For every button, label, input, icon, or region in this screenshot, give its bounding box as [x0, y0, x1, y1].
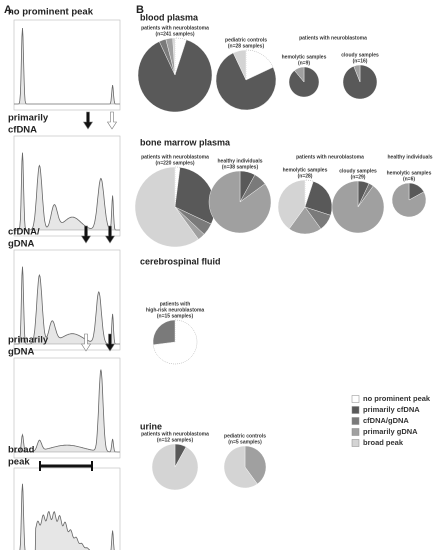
- arrow: [104, 225, 116, 244]
- pie-label: (n=38 samples): [222, 164, 259, 170]
- pie-label: patients with neuroblastoma: [141, 25, 209, 31]
- trace-label: no prominent peak: [8, 7, 94, 18]
- trace-fill: [14, 266, 120, 344]
- pie-slice: [353, 64, 361, 83]
- pie-slice: [288, 66, 320, 98]
- legend-swatch: [351, 417, 360, 425]
- arrow: [80, 225, 92, 244]
- trace-line: [14, 27, 120, 105]
- group-label: patients with neuroblastoma: [299, 35, 367, 41]
- pie-slice: [151, 443, 199, 491]
- pie-slice: [391, 182, 427, 218]
- pie-slice: [223, 445, 258, 489]
- arrow: [80, 333, 92, 352]
- pie-slice: [208, 170, 272, 234]
- pie-label: hemolytic samples: [282, 54, 327, 60]
- pie-slice: [304, 181, 333, 216]
- pie-slice: [152, 319, 176, 345]
- group-label: patients with neuroblastoma: [296, 154, 364, 160]
- section-title: urine: [140, 421, 162, 431]
- trace-frame: [13, 357, 121, 459]
- trace-label: peak: [8, 457, 30, 468]
- pie-label: hemolytic samples: [387, 170, 432, 176]
- pie-label: (n=220 samples): [155, 160, 194, 166]
- trace-line: [14, 266, 120, 345]
- pie-slice: [294, 66, 305, 83]
- pie-label: high-risk neuroblastoma: [146, 307, 205, 313]
- trace-fill: [14, 152, 120, 230]
- legend-label: cfDNA/gDNA: [363, 416, 409, 425]
- trace-label: primarily: [8, 335, 49, 346]
- pie-label: pediatric controls: [225, 37, 267, 43]
- pie-label: (n=28 samples): [228, 43, 265, 49]
- trace-label: cfDNA: [8, 125, 37, 136]
- pie-label: pediatric controls: [224, 433, 266, 439]
- section-title: cerebrospinal fluid: [140, 256, 221, 266]
- trace-label: gDNA: [8, 347, 35, 358]
- trace-line: [14, 369, 120, 453]
- trace-label: broad: [8, 445, 35, 456]
- pie-slice: [232, 49, 247, 81]
- pie-label: hemolytic samples: [283, 167, 328, 173]
- pie-label: cloudy samples: [341, 52, 379, 58]
- pie-slice: [331, 180, 385, 234]
- pie-slice: [137, 39, 213, 113]
- arrow: [104, 333, 116, 352]
- pie-slice: [215, 52, 277, 111]
- pie-label: patients with: [160, 301, 191, 307]
- pie-slice: [277, 179, 306, 230]
- trace-frame: [13, 19, 121, 111]
- group-label: healthy individuals: [387, 154, 432, 160]
- pie-slice: [174, 167, 216, 225]
- pie-label: (n=15 samples): [157, 313, 194, 319]
- legend-label: broad peak: [363, 438, 404, 447]
- pie-label: (n=9): [298, 60, 310, 66]
- pie-slice: [244, 445, 267, 485]
- legend-label: primarily gDNA: [363, 427, 418, 436]
- section-title: blood plasma: [140, 12, 199, 22]
- trace-fill: [14, 369, 120, 452]
- pie-label: patients with neuroblastoma: [141, 431, 209, 437]
- panel-label: B: [136, 4, 144, 16]
- pie-label: (n=16): [353, 58, 368, 64]
- pie-slice: [134, 166, 199, 248]
- pie-label: (n=241 samples): [155, 31, 194, 37]
- pie-slice: [172, 37, 176, 76]
- pie-label: cloudy samples: [339, 168, 377, 174]
- legend-swatch: [351, 406, 360, 414]
- section-title: bone marrow plasma: [140, 137, 231, 147]
- trace-label: cfDNA/: [8, 227, 40, 238]
- trace-fill: [14, 28, 120, 104]
- trace-label: gDNA: [8, 239, 35, 250]
- pie-label: patients with neuroblastoma: [141, 154, 209, 160]
- trace-line: [19, 483, 115, 550]
- legend-swatch: [351, 428, 360, 436]
- pie-label: healthy individuals: [217, 158, 262, 164]
- panel-label: A: [4, 4, 12, 16]
- trace-line: [14, 152, 120, 231]
- pie-label: (n=29): [351, 174, 366, 180]
- legend-swatch: [351, 395, 360, 403]
- trace-frame: [13, 249, 121, 351]
- trace-frame: [13, 135, 121, 237]
- trace-frame: [13, 467, 121, 550]
- arrow: [106, 111, 118, 130]
- pie-label: (n=6): [403, 176, 415, 182]
- pie-label: (n=5 samples): [228, 439, 262, 445]
- legend-swatch: [351, 439, 360, 447]
- arrow: [82, 111, 94, 130]
- legend-label: no prominent peak: [363, 394, 431, 403]
- trace-fill: [19, 483, 115, 550]
- trace-label: primarily: [8, 113, 49, 124]
- pie-label: (n=12 samples): [157, 437, 194, 443]
- pie-label: (n=28): [298, 173, 313, 179]
- legend-label: primarily cfDNA: [363, 405, 420, 414]
